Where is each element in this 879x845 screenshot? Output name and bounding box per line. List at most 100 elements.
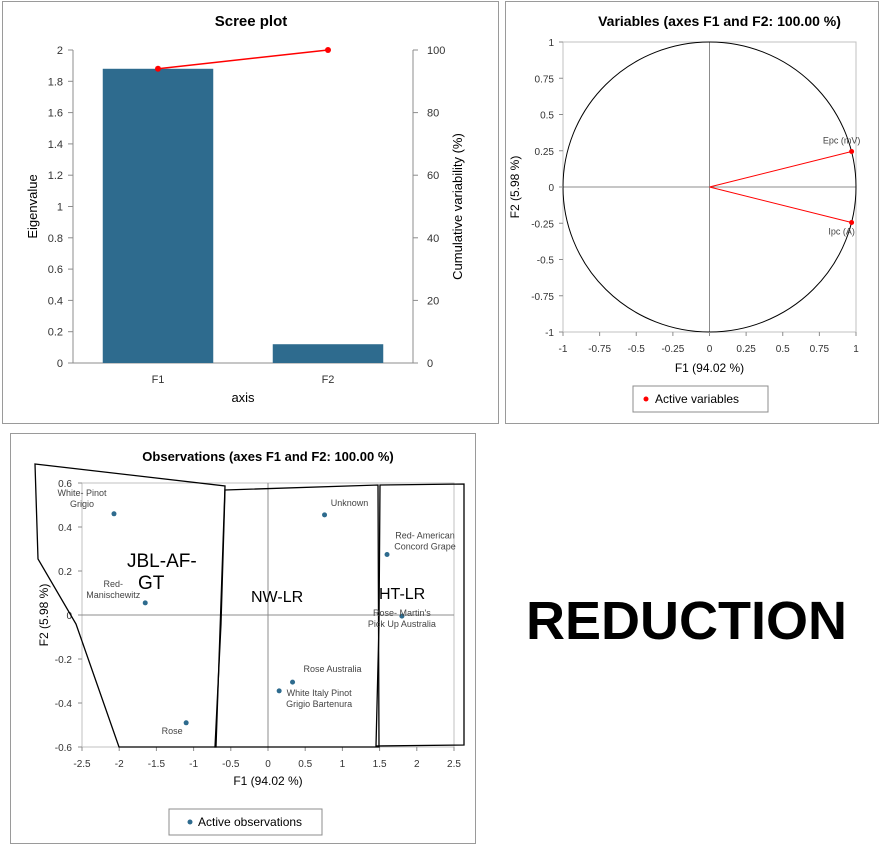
- scree-y-tick-label: 1: [57, 202, 63, 214]
- observation-group-boundary: [375, 483, 465, 747]
- observations-legend-box: [168, 808, 323, 836]
- variables-x-tick-label: 0.5: [776, 344, 790, 355]
- variables-y-tick-label: 0: [548, 183, 554, 194]
- scree-x-tick-label: F2: [322, 374, 335, 386]
- observations-plot-panel: Observations (axes F1 and F2: 100.00 %) -…: [10, 433, 476, 844]
- variable-label: Epc (mV): [823, 135, 861, 145]
- observation-label-line: White- Pinot: [57, 488, 107, 498]
- variable-point: [849, 148, 855, 154]
- variables-legend-box: [632, 385, 769, 413]
- scree-x-axis-label: axis: [231, 390, 255, 405]
- observations-x-tick-label: 0: [265, 759, 271, 770]
- observation-point: [111, 511, 117, 517]
- observation-point: [399, 613, 405, 619]
- variables-x-tick-label: -0.25: [661, 344, 684, 355]
- variables-legend-marker: [643, 396, 649, 402]
- observations-x-tick-label: 0.5: [298, 759, 312, 770]
- observations-x-tick-label: 2: [414, 759, 420, 770]
- observation-label: Unknown: [331, 498, 369, 508]
- variables-x-tick-label: -0.75: [588, 344, 611, 355]
- variables-y-tick-label: -1: [545, 328, 554, 339]
- scree-y-tick-label: 1.8: [48, 76, 63, 88]
- observation-label: Rose Australia: [304, 664, 362, 674]
- scree-x-tick-label: F1: [152, 374, 165, 386]
- variables-y-tick-label: 0.25: [535, 147, 555, 158]
- observations-y-axis-label: F2 (5.98 %): [37, 584, 51, 647]
- observation-label-line: White Italy Pinot: [287, 688, 353, 698]
- scree-title: Scree plot: [215, 13, 288, 30]
- observation-label-line: Grigio: [70, 499, 94, 509]
- observation-point: [276, 688, 282, 694]
- observations-legend-label: Active observations: [198, 815, 302, 829]
- reduction-label: REDUCTION: [526, 591, 847, 651]
- variable-vector: [709, 186, 852, 224]
- scree-y2-tick-label: 60: [427, 170, 439, 182]
- observations-y-tick-label: 0.6: [58, 479, 72, 490]
- variables-y-tick-label: -0.5: [537, 256, 555, 267]
- observations-y-tick-label: -0.4: [55, 699, 73, 710]
- observation-group-boundary: [214, 484, 380, 748]
- observations-x-tick-label: 1.5: [373, 759, 387, 770]
- observations-y-tick-label: -0.2: [55, 655, 73, 666]
- variables-plot-panel: Variables (axes F1 and F2: 100.00 %) -1 -0…: [505, 1, 879, 424]
- observation-label-line: Red-: [103, 579, 123, 589]
- group-label: HT-LR: [379, 586, 425, 603]
- variables-y-tick-label: -0.75: [531, 292, 554, 303]
- observations-x-tick-label: -0.5: [222, 759, 240, 770]
- observation-label: Rose- Martin's Pick Up Australia: [368, 608, 436, 629]
- scree-cumulative-point: [325, 47, 331, 53]
- observation-label-line: Grigio Bartenura: [286, 699, 352, 709]
- observations-x-tick-label: -1: [189, 759, 198, 770]
- observation-label-line: Rose: [162, 726, 183, 736]
- observation-label-line: Pick Up Australia: [368, 619, 436, 629]
- variable-label: Ipc (A): [828, 227, 855, 237]
- scree-plot-panel: Scree plot 0 0.2 0.4 0.6 0.8 1 1.2 1.4 1.6 1.8 2 0 20…: [2, 1, 499, 424]
- variables-legend-label: Active variables: [655, 392, 739, 406]
- variables-x-tick-label: 0.75: [810, 344, 830, 355]
- group-label-jbl-gt: GT: [138, 573, 165, 594]
- scree-y-tick-label: 0.4: [48, 295, 63, 307]
- observation-group-boundary: [34, 463, 226, 748]
- observations-legend-marker: [187, 819, 193, 825]
- observation-label-line: Concord Grape: [394, 542, 456, 552]
- variables-x-tick-label: 0: [707, 344, 713, 355]
- observation-point: [142, 600, 148, 606]
- scree-cumulative-point: [155, 65, 161, 72]
- observations-plot-chart: Observations (axes F1 and F2: 100.00 %) -…: [34, 449, 465, 836]
- scree-y-axis-label: Eigenvalue: [25, 174, 40, 238]
- observation-label-line: Manischewitz: [86, 590, 141, 600]
- observation-point: [290, 679, 296, 685]
- variables-x-axis-label: F1 (94.02 %): [675, 361, 744, 375]
- observations-x-tick-label: -1.5: [148, 759, 166, 770]
- observation-label: White- Pinot Grigio: [57, 488, 107, 509]
- variables-y-tick-label: 0.75: [535, 74, 555, 85]
- observations-y-tick-label: -0.6: [55, 743, 73, 754]
- scree-y-tick-label: 0.6: [48, 264, 63, 276]
- scree-y-tick-label: 1.2: [48, 170, 63, 182]
- variables-title: Variables (axes F1 and F2: 100.00 %): [598, 13, 841, 29]
- scree-y-tick-label: 1.6: [48, 108, 63, 120]
- variables-y-tick-label: 1: [548, 38, 554, 49]
- observations-y-tick-label: 0.2: [58, 567, 72, 578]
- scree-cumulative-line: [157, 49, 329, 70]
- variables-x-tick-label: 1: [853, 344, 859, 355]
- variables-y-tick-label: 0.5: [540, 111, 554, 122]
- group-label: NW-LR: [251, 589, 303, 606]
- scree-plot-chart: Scree plot00.20.40.60.811.21.41.61.82020…: [25, 13, 465, 405]
- observations-x-tick-label: -2: [115, 759, 124, 770]
- observations-y-tick-label: 0: [66, 611, 72, 622]
- scree-y-tick-label: 0.8: [48, 233, 63, 245]
- scree-y2-tick-label: 80: [427, 108, 439, 120]
- observation-label-line: Red- American: [395, 531, 455, 541]
- observations-title: Observations (axes F1 and F2: 100.00 %): [142, 449, 393, 464]
- observations-x-tick-label: 1: [340, 759, 346, 770]
- scree-y-tick-label: 0.2: [48, 327, 63, 339]
- variables-x-tick-label: -1: [559, 344, 568, 355]
- scree-y2-tick-label: 40: [427, 233, 439, 245]
- scree-bar: [102, 68, 214, 363]
- variable-vector: [709, 150, 852, 188]
- observations-x-tick-label: 2.5: [447, 759, 461, 770]
- variable-point: [849, 220, 855, 226]
- observation-label-line: Unknown: [331, 498, 369, 508]
- variables-x-tick-label: -0.5: [628, 344, 646, 355]
